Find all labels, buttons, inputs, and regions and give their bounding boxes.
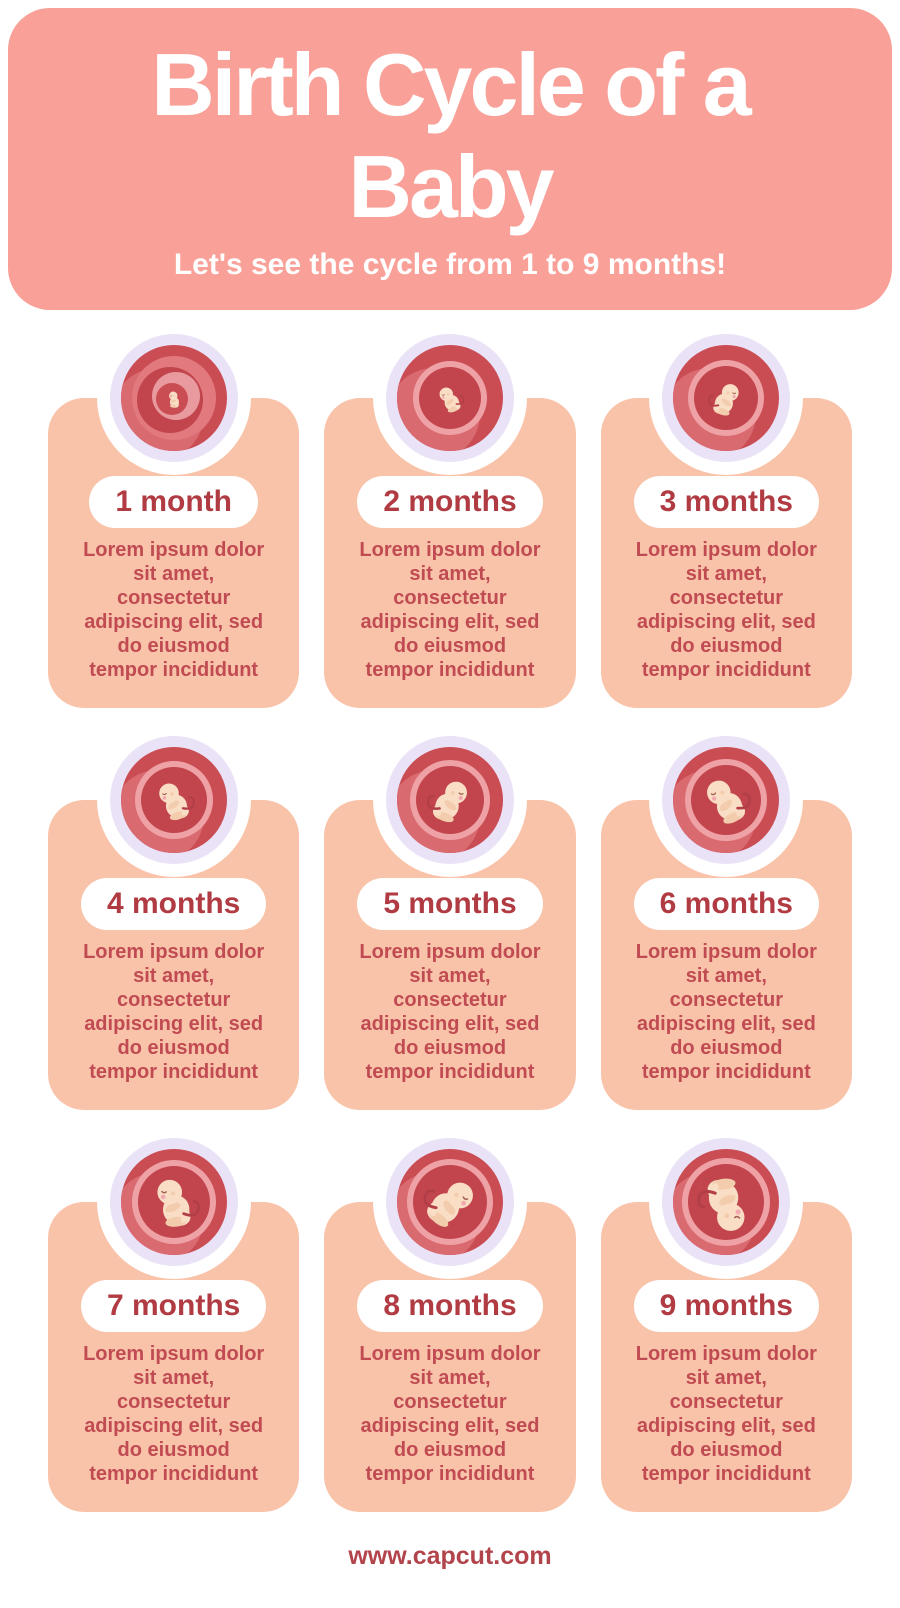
month-card-3: 3 months Lorem ipsum dolor sit amet, con… xyxy=(600,321,852,708)
month-label: 6 months xyxy=(633,878,819,930)
poster-subtitle: Let's see the cycle from 1 to 9 months! xyxy=(173,248,727,282)
fetus-month-2-illustration xyxy=(385,334,514,462)
month-label: 1 month xyxy=(89,476,258,528)
month-card-1: 1 month Lorem ipsum dolor sit amet, cons… xyxy=(48,321,300,708)
card-description: Lorem ipsum dolor sit amet, consectetur … xyxy=(359,1343,541,1485)
fetus-month-3-illustration xyxy=(662,334,791,462)
card-description: Lorem ipsum dolor sit amet, consectetur … xyxy=(359,941,541,1083)
poster-header: Birth Cycle of a Baby Let's see the cycl… xyxy=(8,8,892,310)
month-card-7: 7 months Lorem ipsum dolor sit amet, con… xyxy=(48,1125,300,1512)
fetus-month-4-illustration xyxy=(109,736,238,864)
month-label: 4 months xyxy=(80,878,267,930)
embryo-month-1-illustration xyxy=(109,334,238,462)
month-card-8: 8 months Lorem ipsum dolor sit amet, con… xyxy=(324,1125,576,1512)
website-url: www.capcut.com xyxy=(348,1542,552,1570)
card-description: Lorem ipsum dolor sit amet, consectetur … xyxy=(83,539,265,681)
month-card-4: 4 months Lorem ipsum dolor sit amet, con… xyxy=(48,723,300,1110)
card-description: Lorem ipsum dolor sit amet, consectetur … xyxy=(359,539,541,681)
month-label: 7 months xyxy=(80,1280,267,1332)
card-description: Lorem ipsum dolor sit amet, consectetur … xyxy=(635,539,817,681)
month-card-9: 9 months Lorem ipsum dolor sit amet, con… xyxy=(600,1125,852,1512)
month-label: 5 months xyxy=(357,878,543,930)
poster-title: Birth Cycle of a Baby xyxy=(151,35,751,237)
fetus-month-9-illustration xyxy=(662,1138,791,1266)
month-label: 8 months xyxy=(357,1280,543,1332)
month-card-6: 6 months Lorem ipsum dolor sit amet, con… xyxy=(600,723,852,1110)
month-label: 9 months xyxy=(633,1280,819,1332)
card-description: Lorem ipsum dolor sit amet, consectetur … xyxy=(83,941,265,1083)
fetus-month-7-illustration xyxy=(109,1138,238,1266)
month-label: 3 months xyxy=(633,476,819,528)
card-description: Lorem ipsum dolor sit amet, consectetur … xyxy=(635,941,817,1083)
fetus-month-6-illustration xyxy=(662,736,791,864)
card-description: Lorem ipsum dolor sit amet, consectetur … xyxy=(635,1343,817,1485)
month-label: 2 months xyxy=(357,476,543,528)
month-card-5: 5 months Lorem ipsum dolor sit amet, con… xyxy=(324,723,576,1110)
months-grid: 1 month Lorem ipsum dolor sit amet, cons… xyxy=(0,321,900,1512)
month-card-2: 2 months Lorem ipsum dolor sit amet, con… xyxy=(324,321,576,708)
card-description: Lorem ipsum dolor sit amet, consectetur … xyxy=(83,1343,265,1485)
fetus-month-5-illustration xyxy=(385,736,514,864)
fetus-month-8-illustration xyxy=(385,1138,514,1266)
